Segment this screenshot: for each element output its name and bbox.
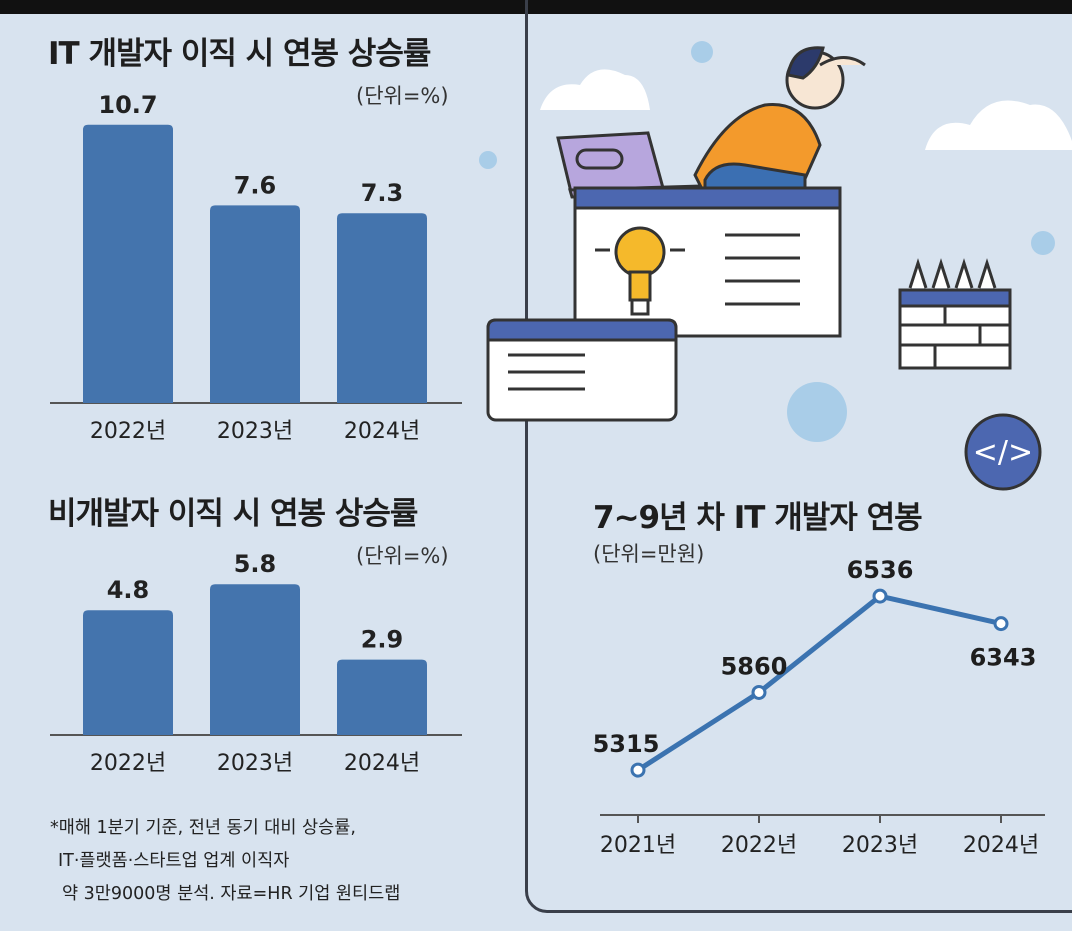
chart1-unit: (단위=%) <box>356 84 449 108</box>
dot-icon <box>479 151 497 169</box>
data-label: 5860 <box>721 652 788 680</box>
footnote: *매해 1분기 기준, 전년 동기 대비 상승률, IT·플랫폼·스타트업 업계… <box>50 812 400 911</box>
cloud-icon <box>540 69 650 110</box>
dot-icon <box>1031 231 1055 255</box>
data-point <box>751 684 767 700</box>
cloud-icon <box>925 100 1072 150</box>
data-point <box>872 588 888 604</box>
chart3-title: 7~9년 차 IT 개발자 연봉 <box>593 500 923 536</box>
tick-label: 2021년 <box>600 833 676 858</box>
chart1-bar-chart: 10.7 2022년 7.6 2023년 7.3 2024년 <box>50 91 462 444</box>
chart2-bar-chart: 4.8 2022년 5.8 2023년 2.9 2024년 <box>50 550 462 776</box>
data-label: 5.8 <box>234 550 277 578</box>
bar <box>337 659 427 735</box>
chart1-title: IT 개발자 이직 시 연봉 상승률 <box>48 36 431 72</box>
tick-label: 2022년 <box>721 833 797 858</box>
top-edge-bar <box>0 0 1072 14</box>
data-label: 5315 <box>593 730 660 758</box>
firewall-icon <box>898 258 1012 370</box>
bar <box>210 584 300 735</box>
person-icon <box>693 46 866 197</box>
tick-label: 2024년 <box>344 419 420 444</box>
svg-text:</>: </> <box>973 435 1033 470</box>
developer-illustration: </> <box>479 41 1072 491</box>
data-label: 10.7 <box>98 91 157 119</box>
series-line <box>636 593 1002 773</box>
data-label: 7.6 <box>234 171 277 199</box>
tick-label: 2022년 <box>90 751 166 776</box>
dot-icon <box>787 382 847 442</box>
footnote-line-1: *매해 1분기 기준, 전년 동기 대비 상승률, <box>50 818 356 838</box>
code-icon: </> <box>964 413 1042 491</box>
data-point <box>630 762 646 778</box>
bar <box>83 124 173 404</box>
lightbulb-icon <box>595 226 685 316</box>
data-label: 2.9 <box>361 626 404 654</box>
data-label: 4.8 <box>107 576 150 604</box>
tick-label: 2023년 <box>217 419 293 444</box>
chart2-unit: (단위=%) <box>356 544 449 568</box>
data-label: 6536 <box>847 556 914 584</box>
tick-label: 2024년 <box>963 833 1039 858</box>
tick-label: 2023년 <box>842 833 918 858</box>
tick-label: 2023년 <box>217 751 293 776</box>
chart3-unit: (단위=만원) <box>593 542 705 566</box>
footnote-line-3: 약 3만9000명 분석. 자료=HR 기업 원티드랩 <box>62 884 401 904</box>
dot-icon <box>691 41 713 63</box>
data-label: 7.3 <box>361 179 404 207</box>
bar <box>83 610 173 735</box>
chart2-title: 비개발자 이직 시 연봉 상승률 <box>48 496 418 532</box>
bar <box>210 205 300 403</box>
data-label: 6343 <box>970 644 1037 672</box>
right-panel-frame <box>525 0 1072 913</box>
tick-label: 2024년 <box>344 751 420 776</box>
tick-label: 2022년 <box>90 419 166 444</box>
window-icon <box>486 318 678 422</box>
data-point <box>993 616 1009 632</box>
bar <box>337 213 427 403</box>
footnote-line-2: IT·플랫폼·스타트업 업계 이직자 <box>58 851 290 871</box>
